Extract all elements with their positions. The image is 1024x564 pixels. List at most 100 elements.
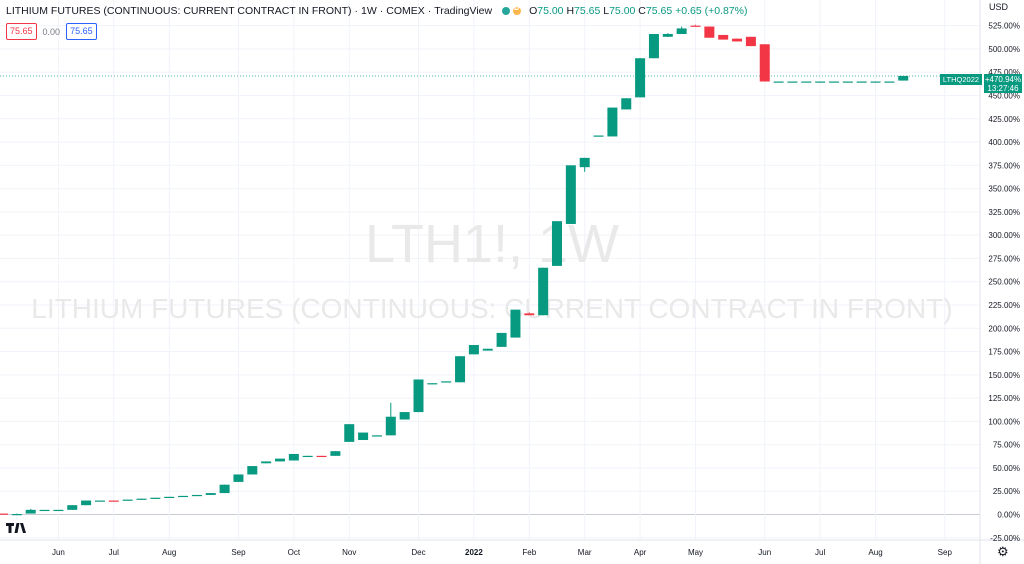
candle-body xyxy=(247,466,258,475)
change-value: +0.65 (+0.87%) xyxy=(675,5,748,17)
candle-body xyxy=(898,75,909,81)
candle xyxy=(164,496,175,499)
candle-body xyxy=(538,267,549,316)
candle xyxy=(275,458,285,462)
candle-body xyxy=(455,356,466,383)
candle xyxy=(399,412,410,420)
candle xyxy=(829,81,839,83)
sell-button[interactable]: 75.65 xyxy=(6,23,37,40)
candle xyxy=(635,58,646,98)
candle-body xyxy=(524,313,535,316)
x-tick-label: Feb xyxy=(522,548,536,557)
candle-body xyxy=(801,81,812,83)
candle xyxy=(690,24,701,27)
x-tick-label: Aug xyxy=(162,548,176,557)
candle xyxy=(39,509,50,512)
y-tick-label: 225.00% xyxy=(988,301,1020,310)
candle xyxy=(801,81,812,83)
candle-body xyxy=(565,165,576,224)
candle xyxy=(510,309,521,338)
candle-body xyxy=(316,455,327,458)
candle xyxy=(455,356,466,383)
candle-body xyxy=(53,509,64,512)
buy-button[interactable]: 75.65 xyxy=(66,23,97,40)
y-tick-label: 350.00% xyxy=(988,185,1020,194)
candle xyxy=(67,505,78,510)
candle-body xyxy=(676,28,687,35)
candle xyxy=(524,312,535,316)
candle xyxy=(81,500,92,506)
candle xyxy=(330,451,341,456)
candle-body xyxy=(261,461,272,464)
candle-body xyxy=(399,412,410,420)
candle xyxy=(884,81,895,83)
candle xyxy=(704,26,715,38)
candle xyxy=(150,497,161,499)
candle-body xyxy=(413,379,424,413)
y-tick-label: 100.00% xyxy=(988,417,1020,426)
source-label: TradingView xyxy=(434,5,493,17)
price-axis[interactable]: -25.00% 0.00% 25.00% 50.00% 75.00% 100.00% 125… xyxy=(988,22,1020,543)
candle xyxy=(565,165,576,224)
candle xyxy=(662,33,673,37)
candle-body xyxy=(829,81,839,83)
y-tick-label: 375.00% xyxy=(988,161,1020,170)
candle-body xyxy=(275,458,285,462)
candle xyxy=(745,36,756,47)
candle-body xyxy=(607,107,618,137)
candle-body xyxy=(164,496,175,499)
candle-body xyxy=(330,451,341,456)
candle-body xyxy=(579,157,590,168)
y-tick-label: 0.00% xyxy=(997,511,1020,520)
candle-body xyxy=(122,499,133,501)
candle xyxy=(94,500,105,502)
y-tick-label: 500.00% xyxy=(988,45,1020,54)
candle-body xyxy=(842,81,853,83)
candle xyxy=(676,26,687,35)
candle xyxy=(191,494,202,497)
candle-body xyxy=(718,34,729,40)
market-status[interactable] xyxy=(502,5,522,15)
candle-body xyxy=(344,424,355,442)
x-tick-label: Sep xyxy=(938,548,953,557)
last-price-label: +470.94% 13:27:46 xyxy=(984,74,1022,93)
candle-body xyxy=(690,25,701,27)
watermark-line-1: LTH1!, 1W xyxy=(365,214,619,274)
x-tick-label: May xyxy=(688,548,703,557)
candle-body xyxy=(39,509,50,512)
candle xyxy=(53,509,64,512)
candle xyxy=(732,38,743,42)
candle-body xyxy=(11,514,22,516)
candle-body xyxy=(482,348,493,351)
candle xyxy=(122,499,133,501)
currency-label[interactable]: USD xyxy=(989,2,1009,12)
candle xyxy=(178,495,189,498)
candle xyxy=(427,383,438,385)
candle-body xyxy=(150,497,161,499)
candle-body xyxy=(25,509,36,514)
candle-body xyxy=(288,453,299,461)
candle xyxy=(441,381,452,383)
candle xyxy=(413,379,424,413)
tradingview-logo-icon[interactable] xyxy=(6,522,26,537)
symbol-name[interactable]: LITHIUM FUTURES (CONTINUOUS: CURRENT CON… xyxy=(6,5,352,17)
candle xyxy=(108,500,119,502)
candle-body xyxy=(787,81,798,83)
y-tick-label: 475.00% xyxy=(988,68,1020,77)
interval-label[interactable]: 1W xyxy=(361,5,377,17)
symbol-legend[interactable]: LITHIUM FUTURES (CONTINUOUS: CURRENT CON… xyxy=(6,3,747,19)
candle xyxy=(870,81,881,83)
candles-group xyxy=(0,24,909,516)
time-axis[interactable]: Jun Jul Aug Sep Oct Nov Dec 2022 Feb Mar Apr May Jun… xyxy=(52,548,953,557)
candle-body xyxy=(648,34,659,59)
candle-body xyxy=(662,34,673,37)
candle xyxy=(344,424,355,442)
candle-body xyxy=(219,484,230,494)
gear-icon[interactable]: ⚙ xyxy=(997,544,1009,559)
candle-body xyxy=(302,455,313,458)
candle-body xyxy=(385,416,396,436)
candle-body xyxy=(510,309,521,338)
candle xyxy=(261,461,272,464)
